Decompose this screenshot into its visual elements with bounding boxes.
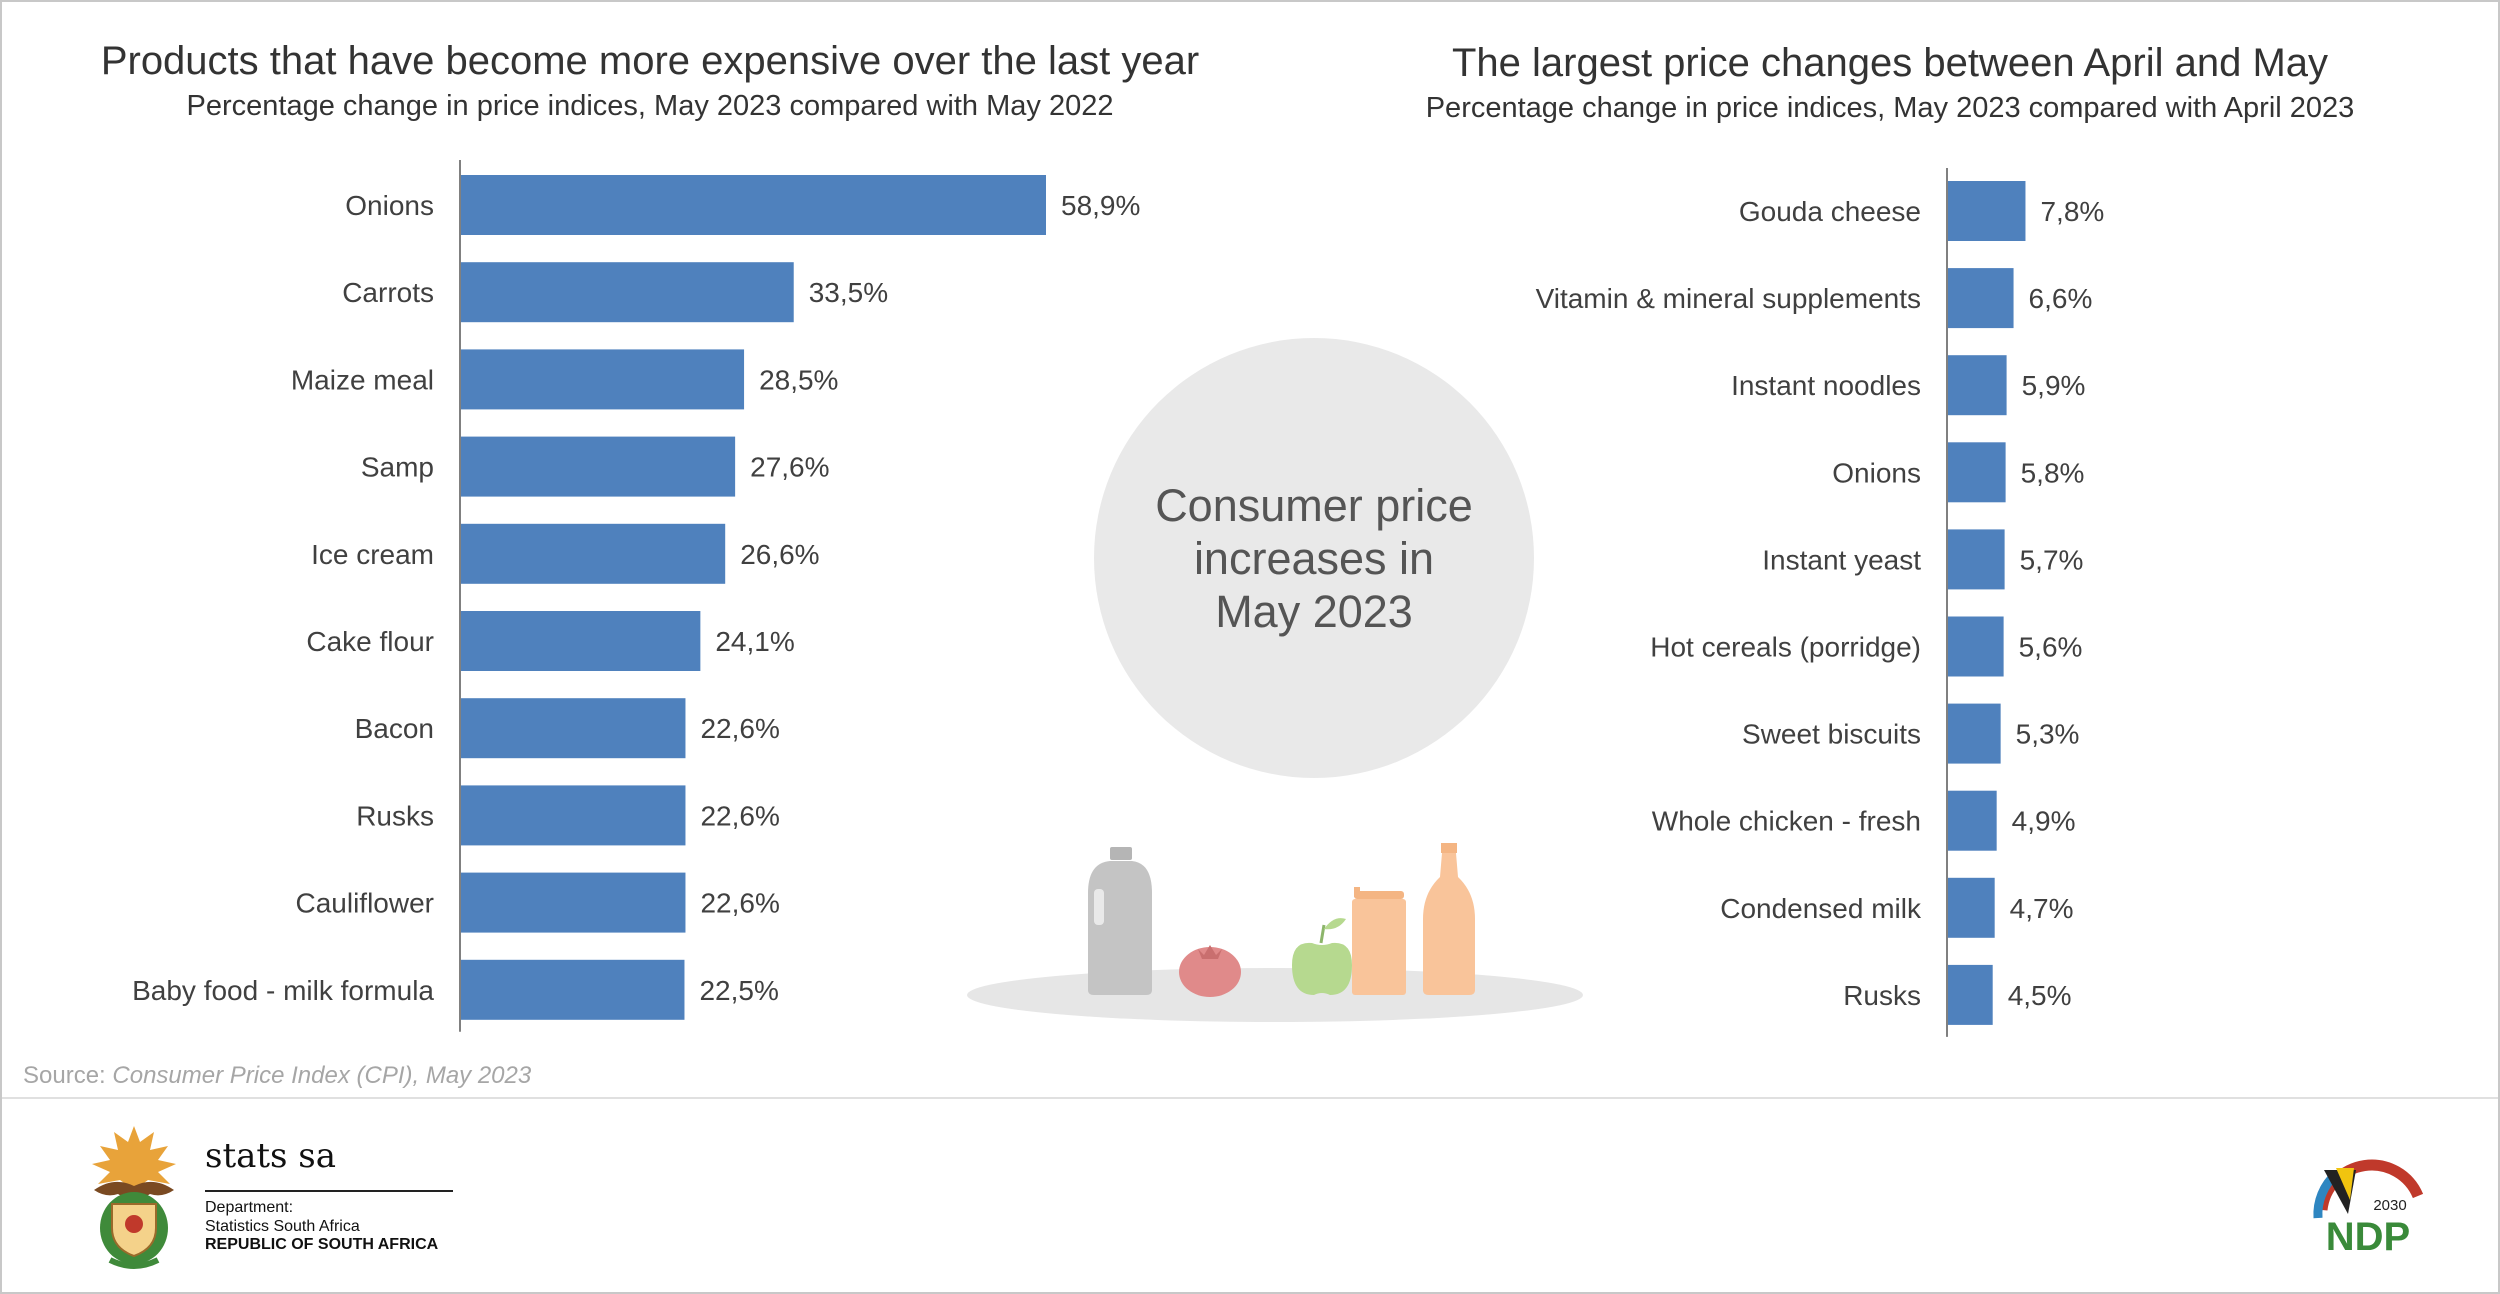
ndp-wordmark: NDP xyxy=(2326,1215,2410,1258)
data-label: 27,6% xyxy=(750,452,829,483)
category-label: Baby food - milk formula xyxy=(132,975,434,1006)
category-label: Onions xyxy=(345,190,434,221)
category-label: Bacon xyxy=(355,713,434,744)
data-label: 22,6% xyxy=(700,888,779,919)
data-label: 6,6% xyxy=(2029,283,2093,314)
source-name: Consumer Price Index (CPI), May 2023 xyxy=(112,1062,532,1089)
data-label: 5,9% xyxy=(2022,370,2086,401)
milk-jug-icon xyxy=(1088,847,1152,995)
category-label: Hot cereals (porridge) xyxy=(1650,632,1921,663)
data-label: 5,6% xyxy=(2019,632,2083,663)
stats-sa-logo: stats sa Department: Statistics South Af… xyxy=(70,1118,480,1278)
bar xyxy=(461,523,726,584)
ndp-2030-logo: 2030 NDP xyxy=(2313,1159,2424,1258)
data-label: 4,7% xyxy=(2010,893,2074,924)
bar xyxy=(461,698,686,759)
bar xyxy=(1948,703,2001,764)
data-label: 24,1% xyxy=(715,626,794,657)
bar xyxy=(1948,964,1993,1025)
category-label: Gouda cheese xyxy=(1739,196,1921,227)
bar xyxy=(1948,268,2014,329)
left-chart-title: Products that have become more expensive… xyxy=(100,39,1200,83)
left-chart-subtitle: Percentage change in price indices, May … xyxy=(186,90,1114,122)
department-name: Statistics South Africa xyxy=(205,1218,360,1235)
data-label: 22,5% xyxy=(699,975,778,1006)
data-label: 5,8% xyxy=(2021,457,2085,488)
data-label: 28,5% xyxy=(759,364,838,395)
footer-divider xyxy=(2,1097,2498,1099)
data-label: 5,7% xyxy=(2020,544,2084,575)
bar xyxy=(1948,616,2004,677)
ndp-year: 2030 xyxy=(2373,1197,2406,1214)
bar xyxy=(461,262,794,323)
bar xyxy=(1948,877,1995,938)
right-chart-subtitle: Percentage change in price indices, May … xyxy=(1425,92,2355,124)
bar xyxy=(1948,181,2026,241)
category-label: Rusks xyxy=(356,800,434,831)
department-label: Department: xyxy=(205,1199,294,1216)
source-note: Source: Consumer Price Index (CPI), May … xyxy=(23,1062,531,1090)
bar xyxy=(1948,529,2005,590)
data-label: 26,6% xyxy=(740,539,819,570)
data-label: 58,9% xyxy=(1061,190,1140,221)
apple-icon xyxy=(1292,918,1352,995)
stats-sa-rule xyxy=(205,1190,453,1192)
bar xyxy=(461,611,701,671)
category-label: Vitamin & mineral supplements xyxy=(1536,283,1921,314)
bar xyxy=(461,349,745,410)
data-label: 4,5% xyxy=(2008,980,2072,1011)
category-label: Maize meal xyxy=(291,364,434,395)
tomato-icon xyxy=(1179,945,1241,997)
coat-of-arms-logo xyxy=(92,1126,176,1269)
right-bar-chart: Gouda cheese 7,8% Vitamin & mineral supple… xyxy=(1536,168,2104,1037)
category-label: Carrots xyxy=(342,277,434,308)
data-label: 22,6% xyxy=(700,800,779,831)
bar xyxy=(461,175,1046,235)
bar xyxy=(461,436,736,497)
bottle-icon xyxy=(1423,843,1475,995)
data-label: 4,9% xyxy=(2012,806,2076,837)
plate-shape xyxy=(967,968,1583,1022)
department-text: Department: Statistics South Africa xyxy=(205,1198,360,1236)
can-icon xyxy=(1352,887,1406,995)
category-label: Onions xyxy=(1832,457,1921,488)
category-label: Sweet biscuits xyxy=(1742,719,1921,750)
data-label: 33,5% xyxy=(809,277,888,308)
data-label: 22,6% xyxy=(700,713,779,744)
category-label: Rusks xyxy=(1843,980,1921,1011)
category-label: Cake flour xyxy=(306,626,434,657)
data-label: 7,8% xyxy=(2040,196,2104,227)
source-prefix: Source: xyxy=(23,1062,113,1089)
category-label: Cauliflower xyxy=(296,888,435,919)
category-label: Instant noodles xyxy=(1731,370,1921,401)
bar xyxy=(1948,790,1997,851)
category-label: Whole chicken - fresh xyxy=(1652,806,1921,837)
bar xyxy=(1948,442,2006,503)
center-bubble: Consumer price increases in May 2023 xyxy=(1094,338,1534,778)
category-label: Instant yeast xyxy=(1762,544,1921,575)
grocery-illustration xyxy=(967,843,1583,1022)
left-bar-chart: Onions 58,9% Carrots 33,5% Maize meal 28,5% Sa… xyxy=(132,160,1140,1032)
category-label: Condensed milk xyxy=(1720,893,1922,924)
right-chart-title: The largest price changes between April … xyxy=(1451,41,2329,85)
bar xyxy=(461,872,686,933)
center-bubble-text: Consumer price increases in May 2023 xyxy=(1155,479,1473,637)
category-label: Samp xyxy=(361,452,434,483)
category-label: Ice cream xyxy=(311,539,434,570)
bar xyxy=(1948,355,2007,416)
stats-sa-wordmark: stats sa xyxy=(205,1136,337,1176)
bar xyxy=(461,785,686,846)
data-label: 5,3% xyxy=(2016,719,2080,750)
republic-text: REPUBLIC OF SOUTH AFRICA xyxy=(205,1236,439,1253)
bar xyxy=(461,959,685,1020)
